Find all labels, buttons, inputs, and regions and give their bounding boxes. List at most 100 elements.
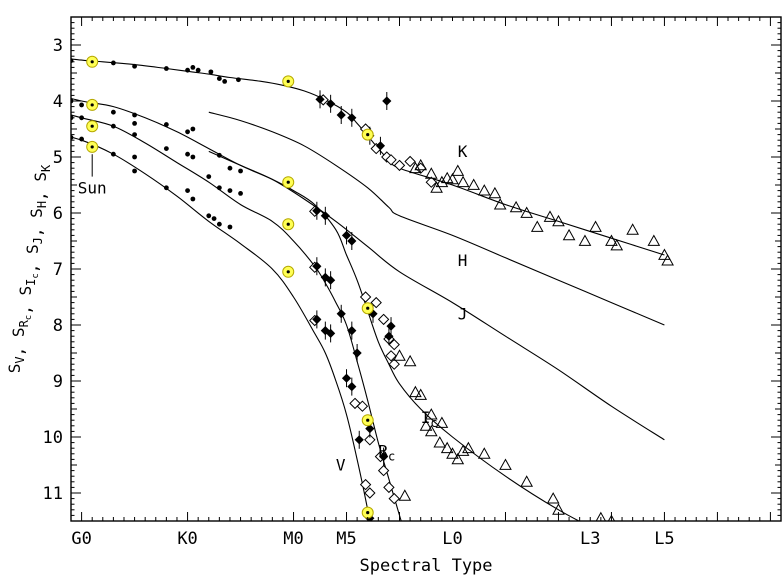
triangle-point-ic xyxy=(440,441,454,454)
filled-diamond-ic xyxy=(341,230,352,240)
curve-label-k: K xyxy=(458,142,468,161)
triangle-point-ic xyxy=(499,458,512,470)
dwarf-point-k xyxy=(222,79,228,84)
yellow-point-center-ic xyxy=(90,103,94,107)
y-tick-label: 6 xyxy=(53,204,63,224)
dwarf-point-rc xyxy=(110,123,116,129)
curve-labels: Sun K H J Ic Rc V xyxy=(78,142,468,475)
dwarf-point-ic xyxy=(110,109,116,115)
triangle-point-ic xyxy=(414,388,428,400)
yellow-point-center-v xyxy=(286,270,290,274)
filled-diamond-ic xyxy=(320,211,330,221)
plot-frame xyxy=(70,16,782,522)
model-curves xyxy=(71,58,665,521)
filled-diamond-k xyxy=(375,141,386,151)
open-diamond-ic xyxy=(359,291,372,303)
triangle-point-ic xyxy=(520,475,534,487)
x-tick-label: G0 xyxy=(71,529,91,549)
dwarf-point-ic xyxy=(190,126,196,132)
dwarf-point-k xyxy=(208,69,214,75)
yellow-point-center-rc xyxy=(90,124,94,128)
yellow-point-center-v xyxy=(90,145,94,149)
triangle-point-k xyxy=(440,171,454,184)
triangle-point-ic xyxy=(433,436,447,448)
triangle-point-k xyxy=(552,214,565,227)
dwarf-point-v xyxy=(216,221,222,227)
curve-ic xyxy=(71,97,581,521)
triangle-point-k xyxy=(661,254,674,266)
yellow-point-center-k xyxy=(286,79,290,83)
filled-diamond-ic xyxy=(368,309,378,319)
curve-label-j: J xyxy=(458,304,468,323)
dwarf-point-k xyxy=(60,57,65,62)
dwarf-point-rc xyxy=(79,115,84,121)
dwarf-point-k xyxy=(132,63,137,69)
dwarf-point-rc xyxy=(163,146,169,152)
triangle-point-ic xyxy=(409,385,422,398)
triangle-point-ic xyxy=(546,492,560,504)
dwarf-point-rc xyxy=(190,154,196,160)
x-tick-label: L3 xyxy=(580,529,600,549)
yellow-point-center-rc xyxy=(286,222,290,226)
dwarf-point-ic xyxy=(79,102,84,108)
dwarf-point-k xyxy=(185,67,190,73)
open-diamond-k xyxy=(385,154,397,166)
x-tick-label: L5 xyxy=(654,529,674,549)
open-diamond-k xyxy=(393,159,406,172)
open-diamond-k xyxy=(425,176,438,188)
sun-label: Sun xyxy=(78,178,107,197)
triangle-point-k xyxy=(543,210,557,222)
dwarf-point-v xyxy=(227,224,233,230)
open-diamond-rc xyxy=(377,464,390,477)
y-tick-label: 7 xyxy=(53,260,63,280)
triangle-point-k xyxy=(424,167,438,179)
filled-diamond-k xyxy=(326,99,336,109)
filled-diamond-rc xyxy=(379,452,389,462)
dwarf-point-v xyxy=(79,136,84,142)
yellow-point-center-rc xyxy=(366,418,370,422)
triangle-point-k xyxy=(605,234,618,246)
triangle-point-ic xyxy=(456,444,470,456)
open-diamond-ic xyxy=(370,296,382,309)
triangle-point-k xyxy=(477,184,491,196)
dwarf-point-rc xyxy=(185,151,190,157)
triangle-point-k xyxy=(658,248,671,260)
y-tick-label: 3 xyxy=(53,36,63,56)
yellow-point-center-ic xyxy=(366,306,370,310)
open-diamond-rc xyxy=(364,434,376,446)
curve-h xyxy=(208,111,665,326)
filled-diamond-v xyxy=(347,382,357,392)
triangle-point-k xyxy=(610,238,624,251)
open-diamond-rc xyxy=(388,492,400,505)
dwarf-point-ic xyxy=(185,129,190,135)
triangle-point-ic xyxy=(393,349,406,361)
filled-diamond-rc xyxy=(336,309,346,319)
open-diamond-ic xyxy=(388,338,400,351)
curve-rc xyxy=(71,114,402,521)
yellow-point-center-v xyxy=(366,510,370,515)
dwarf-point-ic xyxy=(132,121,137,126)
y-tick-label: 8 xyxy=(53,316,63,336)
dwarf-point-v xyxy=(163,185,169,191)
triangle-point-k xyxy=(488,186,502,199)
filled-diamond-rc xyxy=(320,272,330,282)
open-diamond-v xyxy=(364,487,376,499)
triangle-point-rc xyxy=(398,489,412,501)
filled-diamond-k xyxy=(382,96,392,106)
dwarf-point-k xyxy=(110,60,116,66)
y-axis-label: SV, SRc, SIc, SJ, SH, SK xyxy=(5,164,53,373)
dwarf-point-rc xyxy=(216,185,222,191)
filled-diamond-v xyxy=(312,314,322,324)
dwarf-point-rc xyxy=(60,113,65,118)
triangle-point-k xyxy=(626,223,639,235)
y-tick-label: 5 xyxy=(53,148,63,168)
filled-diamond-ic xyxy=(386,321,396,331)
triangle-point-ic xyxy=(446,447,459,459)
triangle-point-ic xyxy=(424,408,438,420)
triangle-point-ic xyxy=(462,441,475,454)
x-axis-label: Spectral Type xyxy=(359,556,492,576)
triangle-point-k xyxy=(467,178,481,190)
triangle-point-k xyxy=(435,175,449,188)
triangle-point-k xyxy=(493,198,507,210)
x-tick-label: L0 xyxy=(442,529,462,549)
